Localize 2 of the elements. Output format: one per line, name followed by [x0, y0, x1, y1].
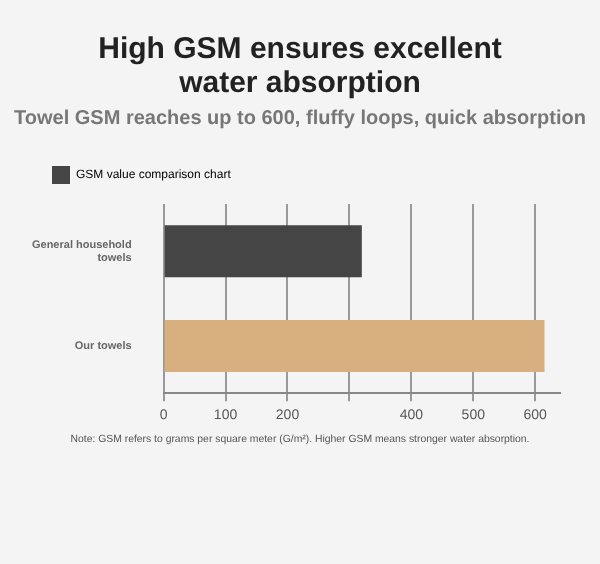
chart-subtitle: Towel GSM reaches up to 600, fluffy loops, quick absorption [12, 108, 588, 130]
chart-title: High GSM ensures excellent water absorption [96, 32, 504, 100]
